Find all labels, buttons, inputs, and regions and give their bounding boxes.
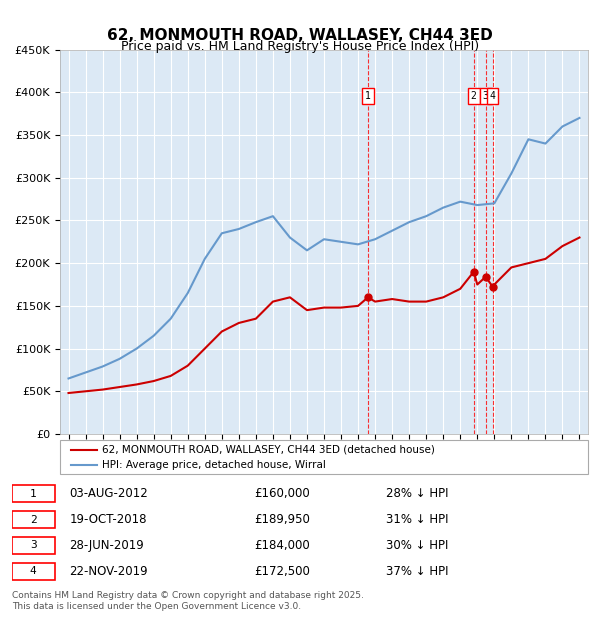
Text: 4: 4: [490, 91, 496, 100]
Text: 62, MONMOUTH ROAD, WALLASEY, CH44 3ED: 62, MONMOUTH ROAD, WALLASEY, CH44 3ED: [107, 28, 493, 43]
Text: 28% ↓ HPI: 28% ↓ HPI: [386, 487, 449, 500]
FancyBboxPatch shape: [12, 485, 55, 502]
Text: HPI: Average price, detached house, Wirral: HPI: Average price, detached house, Wirr…: [102, 460, 326, 470]
Text: 03-AUG-2012: 03-AUG-2012: [70, 487, 148, 500]
Text: 1: 1: [30, 489, 37, 498]
Text: 30% ↓ HPI: 30% ↓ HPI: [386, 539, 449, 552]
Text: 1: 1: [365, 91, 371, 100]
FancyBboxPatch shape: [12, 511, 55, 528]
Text: 31% ↓ HPI: 31% ↓ HPI: [386, 513, 449, 526]
Text: £172,500: £172,500: [254, 565, 310, 578]
Text: £184,000: £184,000: [254, 539, 310, 552]
Text: 62, MONMOUTH ROAD, WALLASEY, CH44 3ED (detached house): 62, MONMOUTH ROAD, WALLASEY, CH44 3ED (d…: [102, 445, 435, 454]
Text: 2: 2: [471, 91, 476, 100]
Text: 22-NOV-2019: 22-NOV-2019: [70, 565, 148, 578]
FancyBboxPatch shape: [12, 537, 55, 554]
Text: 37% ↓ HPI: 37% ↓ HPI: [386, 565, 449, 578]
Text: 3: 3: [483, 91, 488, 100]
Text: Contains HM Land Registry data © Crown copyright and database right 2025.
This d: Contains HM Land Registry data © Crown c…: [12, 591, 364, 611]
Text: 2: 2: [30, 515, 37, 525]
Text: 4: 4: [30, 567, 37, 577]
Text: 3: 3: [30, 541, 37, 551]
Text: 28-JUN-2019: 28-JUN-2019: [70, 539, 145, 552]
FancyBboxPatch shape: [60, 440, 588, 474]
Text: £160,000: £160,000: [254, 487, 310, 500]
Text: Price paid vs. HM Land Registry's House Price Index (HPI): Price paid vs. HM Land Registry's House …: [121, 40, 479, 53]
Text: 19-OCT-2018: 19-OCT-2018: [70, 513, 147, 526]
Text: £189,950: £189,950: [254, 513, 310, 526]
FancyBboxPatch shape: [12, 562, 55, 580]
